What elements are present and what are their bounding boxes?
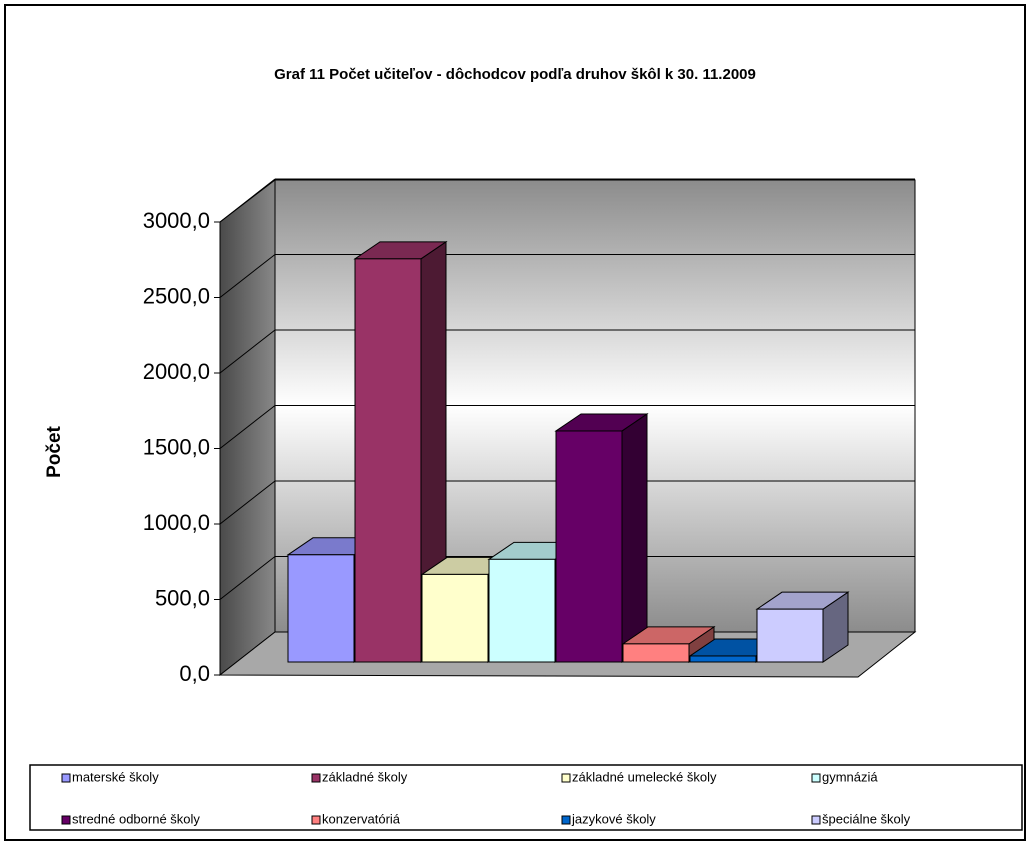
legend-swatch [561, 815, 571, 825]
y-tick-label: 1500,0 [143, 434, 210, 459]
bar [354, 258, 422, 663]
grid-line [219, 178, 276, 223]
legend-swatch [61, 815, 71, 825]
y-tick-label: 0,0 [179, 661, 210, 686]
legend-swatch [811, 815, 821, 825]
legend-swatch [561, 773, 571, 783]
grid-line [219, 329, 276, 374]
y-axis-title: Počet [44, 425, 65, 477]
legend-swatch [61, 773, 71, 783]
bar [756, 608, 824, 663]
grid-line [219, 254, 276, 298]
bar [421, 573, 489, 663]
legend-label: základné umelecké školy [572, 769, 717, 784]
legend-label: konzervatóriá [322, 811, 401, 826]
bar-side [621, 413, 648, 663]
grid-line [219, 405, 276, 449]
legend-label: gymnáziá [822, 769, 878, 784]
legend-swatch [311, 815, 321, 825]
y-tick-label: 1000,0 [143, 510, 210, 535]
legend-label: stredné odborné školy [72, 811, 200, 826]
y-tick-label: 2000,0 [143, 359, 210, 384]
legend-label: špeciálne školy [822, 811, 911, 826]
chart-title: Graf 11 Počet učiteľov - dôchodcov podľa… [274, 66, 756, 83]
bar [555, 430, 623, 663]
bar [622, 643, 690, 663]
legend-label: jazykové školy [571, 811, 656, 826]
bar [689, 655, 757, 663]
grid-line [219, 556, 276, 600]
y-tick-label: 2500,0 [143, 283, 210, 308]
legend-label: materské školy [72, 769, 159, 784]
legend-swatch [811, 773, 821, 783]
grid-line [219, 480, 276, 525]
y-tick-label: 3000,0 [143, 208, 210, 233]
y-tick-label: 500,0 [155, 585, 210, 610]
legend-label: základné školy [322, 769, 408, 784]
bar [488, 558, 556, 663]
bar [287, 554, 355, 663]
legend [29, 764, 1023, 831]
legend-swatch [311, 773, 321, 783]
